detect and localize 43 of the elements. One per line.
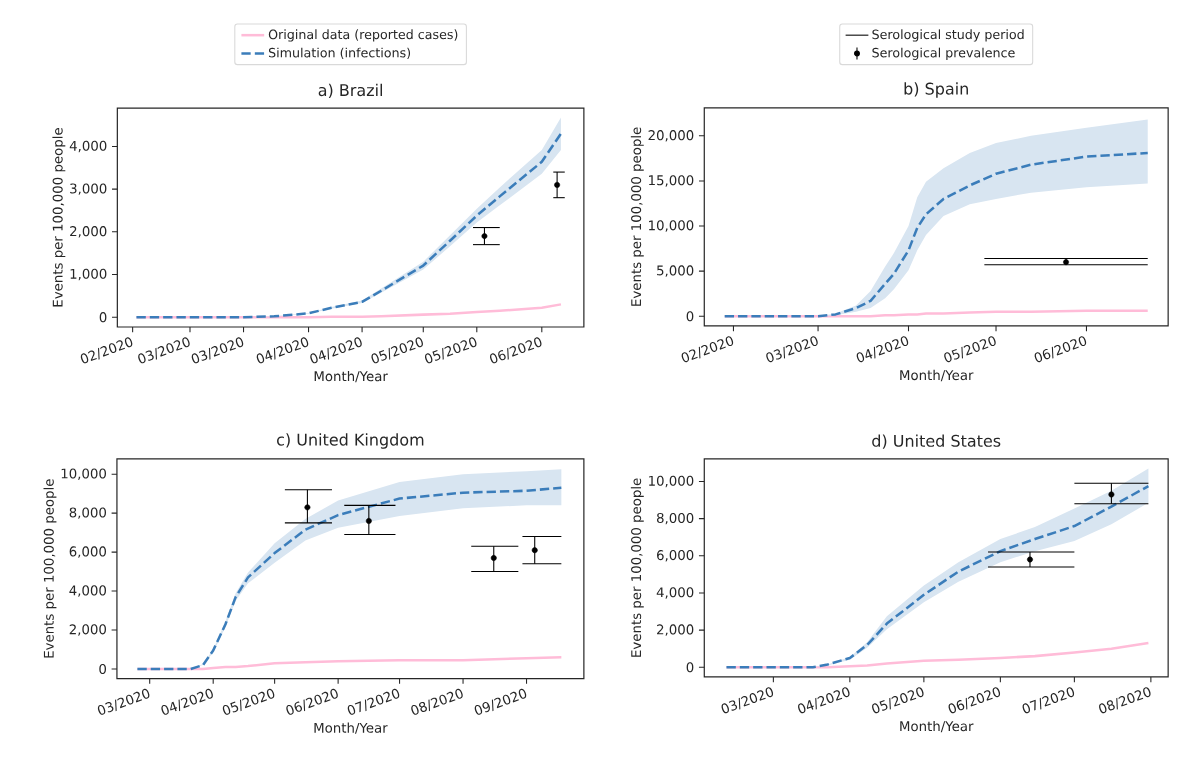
x-axis-title: Month/Year (900, 369, 974, 382)
y-axis-title: Events per 100,000 people (52, 128, 66, 307)
y-tick-label: 2,000 (657, 624, 694, 636)
y-tick-label: 0 (686, 311, 694, 322)
y-tick-label: 1,000 (70, 268, 107, 281)
x-axis-title: Month/Year (314, 722, 388, 734)
x-axis-title: Month/Year (900, 720, 974, 733)
y-tick-label: 4,000 (69, 585, 107, 597)
legend-label: Serological study period (872, 29, 1024, 42)
y-axis-title: Events per 100,000 people (630, 127, 644, 306)
x-axis-title: Month/Year (314, 370, 388, 383)
y-axis-title: Events per 100,000 people (43, 479, 57, 658)
y-tick-label: 10,000 (649, 475, 694, 488)
y-tick-label: 0 (686, 662, 694, 673)
chart-title: a) Brazil (318, 83, 382, 99)
y-tick-label: 6,000 (69, 546, 107, 558)
y-tick-label: 4,000 (656, 587, 694, 599)
y-tick-label: 3,000 (70, 183, 107, 195)
y-axis-title: Events per 100,000 people (630, 478, 644, 657)
y-tick-label: 0 (99, 663, 107, 675)
y-tick-label: 0 (99, 312, 107, 323)
y-tick-label: 15,000 (649, 175, 694, 187)
y-tick-label: 6,000 (657, 550, 694, 562)
point (490, 555, 497, 561)
point (304, 504, 311, 511)
chart-title: b) Spain (904, 82, 968, 98)
line-series (723, 151, 1149, 318)
chart-title: d) United States (872, 434, 1001, 449)
y-tick-label: 20,000 (648, 130, 694, 142)
legend-label: Serological prevalence (872, 47, 1015, 60)
y-tick-label: 8,000 (69, 507, 107, 519)
y-tick-label: 2,000 (70, 226, 107, 238)
legend-label: Simulation (infections) (268, 47, 411, 59)
y-tick-label: 10,000 (649, 220, 694, 232)
y-tick-label: 8,000 (656, 512, 694, 525)
point (365, 518, 372, 524)
y-tick-label: 4,000 (69, 140, 107, 153)
chart-title: c) United Kingdom (277, 433, 424, 449)
y-tick-label: 5,000 (657, 265, 694, 277)
point (531, 547, 538, 554)
y-tick-label: 2,000 (69, 624, 107, 636)
legend-label: Original data (reported cases) (268, 29, 458, 42)
y-tick-label: 10,000 (61, 468, 107, 480)
